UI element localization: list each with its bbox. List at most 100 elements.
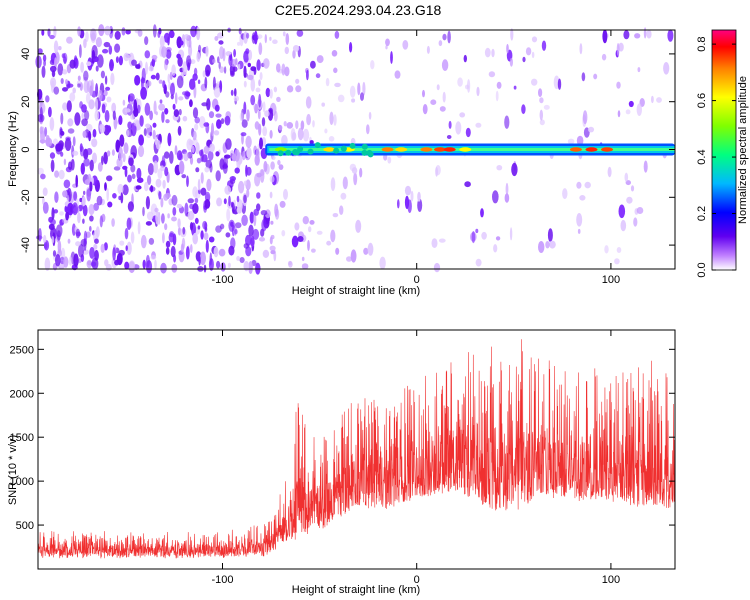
spectrogram-cell (185, 246, 190, 260)
spectrogram-cell (99, 215, 103, 228)
spectrogram-cell (286, 85, 294, 93)
spectrogram-cell (90, 28, 97, 41)
spectrogram-cell (271, 155, 276, 160)
spectrogram-cell (464, 181, 471, 188)
spectrogram-cell (350, 249, 357, 263)
spectrogram-cell (83, 158, 90, 167)
spectrogram-cell (245, 48, 250, 55)
spectrogram-cell (114, 43, 121, 53)
spectrogram-cell (136, 167, 142, 180)
spectrogram-cell (96, 54, 104, 68)
spectrogram-ridge (265, 142, 675, 158)
ridge-hotspot (601, 147, 614, 152)
spectrogram-cell (54, 191, 59, 203)
spectrogram-cell (141, 76, 144, 90)
spectrogram-cell (154, 259, 157, 270)
x-tick-label: 100 (602, 574, 620, 586)
spectrogram-cell (104, 25, 111, 36)
spectrogram-cell (103, 41, 111, 48)
spectrogram-cell (111, 218, 115, 227)
spectrogram-cell (250, 66, 257, 72)
y-tick-label: 2500 (10, 344, 34, 356)
spectrogram-cell (89, 181, 93, 192)
spectrogram-cell (353, 172, 358, 186)
spectrogram-cell (146, 211, 154, 221)
spectrogram-cell (110, 72, 115, 86)
spectrogram-cell (144, 102, 151, 116)
spectrogram-cell (51, 236, 55, 244)
spectrogram-cell (120, 192, 124, 204)
spectrogram-cell (86, 259, 93, 269)
spectrogram-cell (513, 85, 517, 90)
spectrogram-cell (229, 176, 236, 182)
spectrogram-cell (646, 29, 652, 39)
spectrogram-cell (256, 59, 261, 71)
spectrogram-cell (308, 226, 312, 233)
spectrogram-cell (67, 128, 75, 134)
spectrogram-cell (510, 28, 514, 41)
spectrogram-cell (295, 120, 299, 130)
spectrogram-cell (92, 152, 97, 164)
spectrogram-cell (258, 42, 263, 55)
spectrogram-cell (231, 202, 235, 214)
spectrogram-cell (197, 178, 201, 191)
ridge-hotspot (459, 147, 472, 152)
spectrogram-cell (35, 55, 42, 69)
spectrogram-cell (492, 190, 499, 204)
spectrogram-cell (126, 241, 132, 255)
spectrogram-cell (74, 112, 81, 126)
spectrogram-cell (224, 115, 231, 126)
spectrogram-cell (42, 187, 48, 196)
spectrogram-cell (151, 54, 158, 60)
spectrogram-cell (505, 182, 509, 196)
spectrogram-cell (181, 174, 187, 179)
spectrogram-cell (171, 263, 178, 273)
spectrogram-cell (126, 217, 132, 230)
spectrogram-cell (457, 77, 463, 87)
spectrogram-cell (165, 240, 171, 248)
y-tick-label: 2000 (10, 388, 34, 400)
spectrogram-cell (230, 89, 234, 96)
spectrogram-cell (197, 225, 201, 230)
spectrogram-cell (49, 117, 55, 131)
spectrogram-cell (95, 226, 100, 238)
spectrogram-cell (160, 262, 167, 274)
spectrogram-cell (152, 122, 157, 128)
spectrogram-cell (176, 53, 181, 59)
spectrogram-ylabel: Frequency (Hz) (7, 111, 19, 187)
spectrogram-cell (95, 98, 99, 112)
spectrogram-cell (302, 216, 309, 225)
spectrogram-cell (182, 226, 186, 235)
spectrogram-cell (94, 109, 100, 122)
spectrogram-cell (260, 210, 268, 216)
spectrogram-cell (326, 240, 332, 246)
spectrogram-cell (340, 192, 347, 200)
ridge-blob (340, 145, 347, 152)
spectrogram-cell (234, 229, 238, 235)
spectrogram-cell (144, 50, 151, 59)
spectrogram-cell (276, 96, 281, 102)
spectrogram-cell (69, 206, 73, 213)
spectrogram-cell (124, 228, 129, 240)
spectrogram-cell (169, 231, 175, 238)
spectrogram-cell (89, 225, 92, 232)
spectrogram-cell (55, 254, 61, 267)
colorbar-tick-label: 0.8 (696, 36, 708, 51)
spectrogram-cell (153, 100, 157, 115)
spectrogram-cell (363, 247, 369, 255)
spectrogram-cell (255, 148, 260, 161)
spectrogram-cell (96, 195, 103, 206)
ridge-blob (361, 149, 368, 156)
spectrogram-cell (137, 62, 141, 70)
spectrogram-cell (284, 66, 290, 77)
spectrogram-cell (130, 113, 135, 120)
spectrogram-cell (189, 78, 196, 90)
spectrogram-cell (264, 34, 267, 44)
spectrogram-cell (49, 34, 55, 40)
spectrogram-cell (601, 53, 607, 61)
spectrogram-cell (157, 31, 161, 38)
spectrogram-cell (63, 256, 69, 268)
spectrogram-cell (147, 175, 152, 186)
spectrogram-cell (171, 64, 176, 76)
spectrogram-cell (194, 217, 199, 224)
